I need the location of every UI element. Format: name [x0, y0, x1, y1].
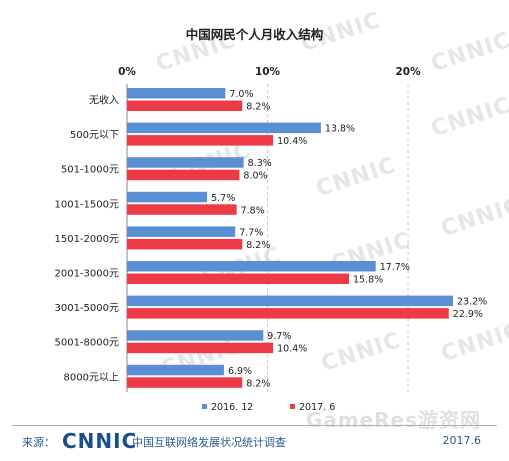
bar: [127, 273, 350, 284]
legend-label: 2017. 6: [299, 402, 335, 413]
bar: [127, 135, 274, 146]
x-tick-label: 0%: [118, 66, 136, 78]
category-label: 无收入: [89, 94, 119, 107]
bar: [127, 122, 321, 134]
data-label: 8.2%: [246, 378, 270, 389]
bar: [127, 342, 274, 354]
bar: [127, 377, 243, 388]
category-label: 500元以下: [70, 130, 119, 141]
bar: [127, 100, 243, 111]
data-label: 5.7%: [211, 193, 235, 204]
data-label: 7.0%: [229, 89, 253, 100]
bar: [127, 295, 453, 307]
corner-watermark: GameRes游资网: [305, 408, 481, 432]
data-label: 9.7%: [267, 331, 291, 342]
bar: [127, 169, 240, 181]
x-tick-label: 10%: [255, 66, 281, 78]
bar: [127, 238, 243, 250]
chart-title: 中国网民个人月收入结构: [185, 27, 324, 42]
bar: [127, 330, 264, 341]
data-label: 22.9%: [453, 309, 483, 320]
category-label: 1501-2000元: [54, 234, 119, 245]
data-label: 23.2%: [457, 297, 487, 308]
legend-label: 2016. 12: [211, 402, 253, 413]
footer-divider: [12, 425, 497, 426]
category-label: 5001-8000元: [54, 338, 119, 349]
footer: 来源： CNNIC 中国互联网络发展状况统计调查 2017.6: [0, 429, 509, 454]
data-label: 15.8%: [353, 275, 383, 286]
data-label: 8.3%: [248, 158, 272, 169]
legend-swatch: [290, 404, 295, 409]
category-label: 3001-5000元: [54, 303, 119, 314]
footer-date: 2017.6: [442, 434, 482, 447]
bar: [127, 191, 208, 203]
data-label: 6.9%: [228, 366, 252, 377]
data-label: 8.2%: [246, 102, 270, 113]
bar: [127, 308, 449, 319]
data-label: 10.4%: [277, 344, 307, 355]
data-label: 17.7%: [380, 262, 410, 273]
cnnic-logo: CNNIC: [62, 429, 138, 453]
footer-source-label: 来源：: [22, 436, 55, 449]
data-label: 8.0%: [243, 171, 267, 182]
bar: [127, 364, 224, 376]
bar: [127, 261, 376, 272]
legend-swatch: [202, 404, 207, 409]
chart-plot: 0% 10% 20% 无收入 7.0% 8.2% 500元以下 13.8% 10.4% 501-1…: [54, 66, 487, 413]
bar: [127, 204, 237, 215]
data-label: 8.2%: [246, 240, 270, 251]
data-label: 7.7%: [239, 227, 263, 238]
category-label: 1001-1500元: [54, 199, 119, 210]
data-label: 7.8%: [241, 205, 265, 216]
category-label: 8000元以上: [64, 371, 119, 383]
data-label: 10.4%: [277, 136, 307, 147]
x-tick-label: 20%: [395, 66, 421, 78]
footer-subtitle: 中国互联网络发展状况统计调查: [132, 436, 286, 449]
category-label: 501-1000元: [61, 165, 119, 176]
bar: [127, 88, 226, 99]
bar: [127, 226, 236, 237]
data-label: 13.8%: [325, 124, 355, 135]
category-label: 2001-3000元: [54, 269, 119, 280]
bar: [127, 157, 244, 168]
